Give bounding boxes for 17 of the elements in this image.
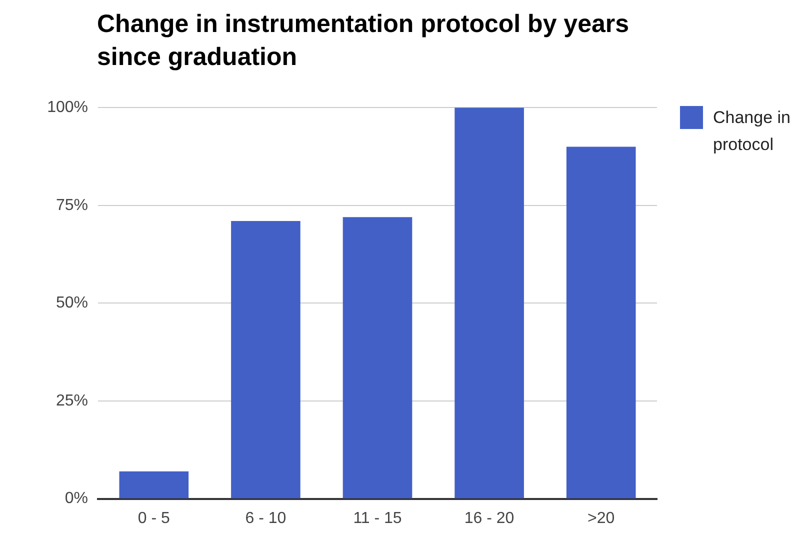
bar — [454, 108, 524, 498]
y-tick-label: 100% — [47, 99, 88, 116]
x-tick-label: >20 — [588, 510, 615, 527]
x-tick-label: 16 - 20 — [464, 510, 514, 527]
y-tick-label: 50% — [56, 294, 88, 312]
y-tick-label: 0% — [64, 490, 88, 508]
bar — [566, 146, 636, 498]
bar — [342, 217, 412, 498]
y-tick-label: 75% — [56, 196, 88, 214]
y-tick-label: 25% — [56, 392, 88, 410]
chart-title: Change in instrumentation protocol by years since graduation — [97, 9, 630, 73]
x-tick-label: 6 - 10 — [245, 510, 286, 527]
legend-label: Change in protocol — [713, 107, 792, 156]
x-tick-label: 11 - 15 — [353, 510, 402, 527]
bar — [119, 471, 189, 498]
x-tick-label: 0 - 5 — [138, 510, 170, 527]
bar — [231, 221, 300, 498]
